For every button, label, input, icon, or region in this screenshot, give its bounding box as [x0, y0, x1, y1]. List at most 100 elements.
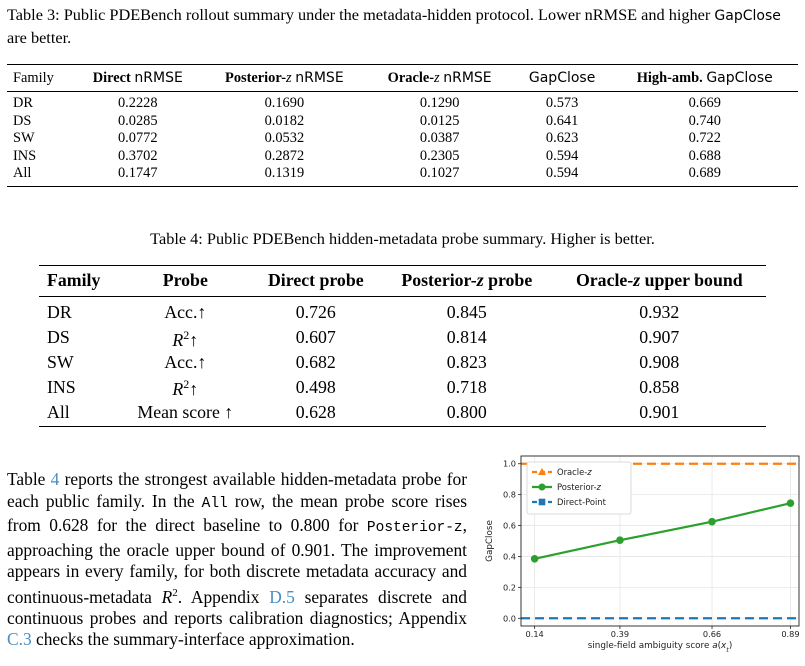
table3-caption-gapclose: GapClose — [714, 8, 781, 24]
table3-cell-value: 0.2305 — [419, 147, 460, 164]
table4-cell-direct: 0.628 — [295, 401, 336, 422]
plot-frame — [520, 455, 800, 627]
table4-cell-posterior: 0.823 — [446, 351, 487, 372]
table-row: INS 0.3702 0.2872 0.2305 0.594 0.688 — [7, 148, 798, 166]
data-point — [616, 536, 624, 545]
table4-cell-oracle: 0.858 — [639, 376, 680, 397]
y-tick-label: 0.4 — [503, 551, 516, 561]
table3-cell-value: 0.573 — [545, 95, 579, 111]
series-line-1 — [534, 502, 791, 560]
table3-header-posterior: Posterior-z nRMSE — [225, 70, 344, 86]
legend-label-0: Oracle-z — [557, 467, 592, 477]
table3-cell-value: 0.2228 — [117, 95, 158, 111]
table3-cell-family: INS — [13, 147, 37, 164]
table3-cell-value: 0.669 — [688, 95, 721, 111]
table-row: INS R2↑ 0.498 0.718 0.858 — [39, 373, 766, 400]
table4-header-direct: Direct probe — [267, 270, 364, 290]
x-tick-label: 0.66 — [703, 629, 721, 639]
table3-cell-value: 0.0772 — [117, 130, 158, 146]
table3-cell-family: SW — [13, 130, 35, 146]
data-point — [708, 517, 716, 526]
table4-cell-posterior: 0.845 — [446, 302, 487, 322]
table3-cell-value: 0.641 — [545, 112, 579, 129]
table3-cell-value: 0.0532 — [264, 130, 305, 146]
appendix-d5-link[interactable]: D.5 — [269, 586, 295, 607]
table3-cell-value: 0.722 — [688, 130, 721, 146]
legend-box — [526, 461, 632, 515]
table3-cell-value: 0.740 — [688, 112, 721, 129]
table3-cell-value: 0.594 — [545, 165, 579, 181]
table3-cell-value: 0.0125 — [419, 112, 460, 129]
table3-caption-tail: are better. — [7, 28, 72, 47]
table3-cell-value: 0.1290 — [419, 95, 460, 111]
table4-cell-oracle: 0.932 — [639, 302, 680, 322]
table3-header-gapclose: GapClose — [528, 70, 596, 86]
table4-cell-probe: R2↑ — [172, 377, 199, 400]
appendix-c3-link[interactable]: C.3 — [7, 629, 32, 650]
table4-cell-direct: 0.498 — [295, 376, 336, 397]
table4-cell-family: INS — [47, 376, 76, 397]
table4-cell-oracle: 0.901 — [639, 401, 680, 422]
table4-cell-family: DR — [47, 302, 72, 322]
table4-cell-posterior: 0.718 — [446, 376, 487, 397]
table4-cell-direct: 0.607 — [295, 326, 336, 347]
data-point — [786, 499, 795, 507]
table4-cell-family: DS — [47, 326, 70, 347]
table3-cell-value: 0.1319 — [264, 165, 305, 181]
table3-header-row: Family Direct nRMSE Posterior-z nRMSE Or… — [7, 64, 798, 92]
table-row: DS R2↑ 0.607 0.814 0.907 — [39, 324, 766, 351]
x-axis-label: single-field ambiguity score a(xt) — [588, 641, 733, 654]
table3-cell-value: 0.623 — [545, 130, 579, 146]
table3-cell-value: 0.3702 — [117, 147, 158, 164]
table3-cell-value: 0.689 — [688, 165, 721, 181]
square-marker-icon — [538, 498, 546, 506]
legend-label-2: Direct-Point — [557, 497, 607, 507]
table3-caption-text: Table 3: Public PDEBench rollout summary… — [7, 5, 715, 24]
table-row: DR 0.2228 0.1690 0.1290 0.573 0.669 — [7, 92, 798, 113]
table3: Family Direct nRMSE Posterior-z nRMSE Or… — [7, 64, 798, 187]
table3-header-highamb: High-amb. GapClose — [636, 70, 773, 86]
table3-cell-value: 0.1027 — [419, 165, 460, 181]
table4-cell-probe: Acc.↑ — [164, 302, 207, 322]
x-tick-label: 0.14 — [526, 629, 544, 639]
table-row: DS 0.0285 0.0182 0.0125 0.641 0.740 — [7, 113, 798, 131]
table4-header-family: Family — [47, 270, 101, 290]
table4-header-probe: Probe — [162, 270, 208, 290]
y-tick-label: 1.0 — [503, 459, 516, 469]
y-tick-label: 0.8 — [503, 490, 516, 500]
table4-cell-posterior: 0.800 — [446, 401, 487, 422]
y-axis-label: GapClose — [485, 520, 495, 562]
table4-cell-family: All — [47, 401, 70, 422]
table-row: SW 0.0772 0.0532 0.0387 0.623 0.722 — [7, 130, 798, 148]
table-row: All 0.1747 0.1319 0.1027 0.594 0.689 — [7, 165, 798, 186]
table3-header-family: Family — [13, 70, 54, 86]
table3-cell-value: 0.2872 — [264, 147, 305, 164]
gapclose-chart: 0.0 0.2 0.4 0.6 0.8 1.0 0.14 0.39 0.66 0.89 GapClo… — [485, 455, 800, 654]
legend-label-1: Posterior-z — [557, 482, 602, 492]
body-paragraph: Table 4 reports the strongest available … — [7, 469, 468, 650]
table3-cell-value: 0.0182 — [264, 112, 305, 129]
table3-cell-value: 0.594 — [545, 147, 579, 164]
table3-cell-value: 0.0387 — [419, 130, 460, 146]
table3-cell-value: 0.0285 — [117, 112, 158, 129]
table-row: All Mean score ↑ 0.628 0.800 0.901 — [39, 401, 766, 427]
table3-header-oracle: Oracle-z nRMSE — [387, 70, 492, 86]
table3-cell-family: DR — [13, 95, 33, 111]
table4-cell-family: SW — [47, 351, 74, 372]
table3-cell-value: 0.1690 — [264, 95, 305, 111]
table4-cell-posterior: 0.814 — [446, 326, 487, 347]
table4: Family Probe Direct probe Posterior-z pr… — [39, 265, 766, 427]
table3-header-direct: Direct nRMSE — [92, 70, 183, 86]
x-tick-label: 0.89 — [781, 629, 799, 639]
y-tick-label: 0.6 — [503, 521, 516, 531]
circle-marker-icon — [538, 483, 546, 491]
table3-cell-family: DS — [13, 112, 32, 129]
table4-cell-probe: Acc.↑ — [164, 351, 207, 372]
table4-cell-oracle: 0.907 — [639, 326, 680, 347]
table-row: SW Acc.↑ 0.682 0.823 0.908 — [39, 351, 766, 374]
triangle-marker-icon — [538, 468, 546, 475]
table4-link[interactable]: 4 — [50, 469, 60, 489]
y-tick-label: 0.0 — [503, 613, 516, 623]
table4-header-row: Family Probe Direct probe Posterior-z pr… — [39, 265, 766, 297]
table4-header-posterior: Posterior-z probe — [401, 270, 533, 290]
